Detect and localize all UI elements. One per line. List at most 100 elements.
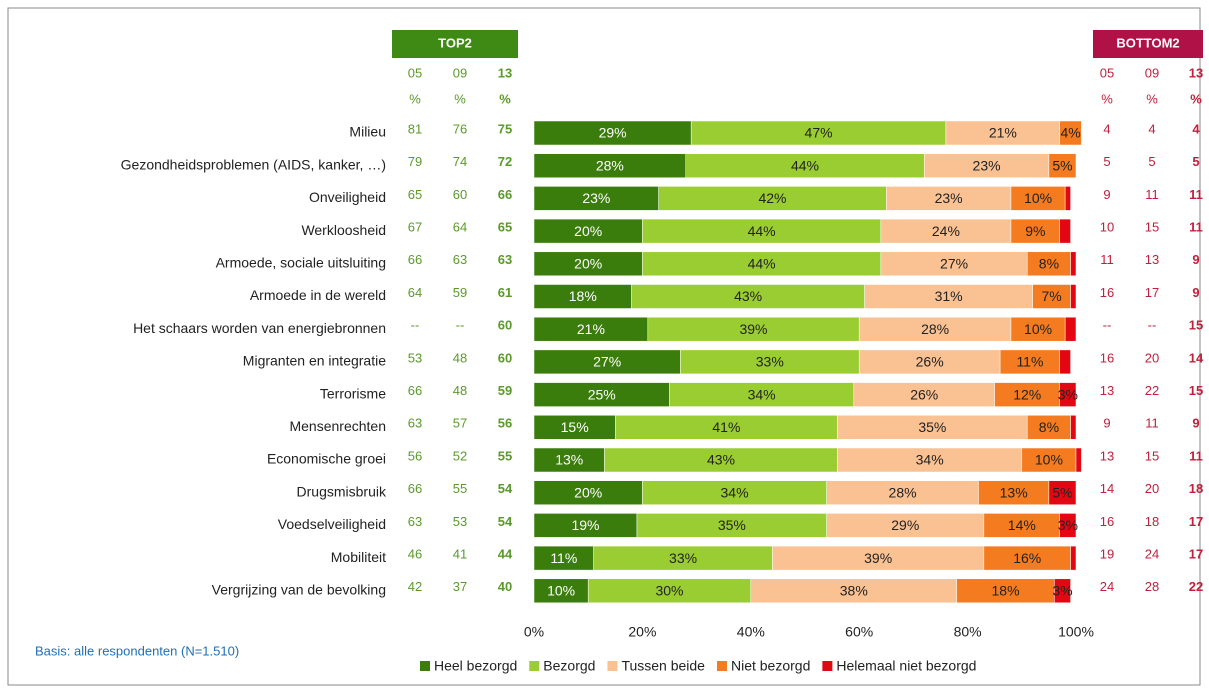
data-label: 30%	[655, 583, 683, 599]
table-cell: 5	[1148, 154, 1155, 169]
bar-segment	[1026, 415, 1071, 440]
bar-segment	[837, 415, 1028, 440]
table-cell: 4	[1148, 121, 1155, 136]
table-cell: 13	[1145, 252, 1159, 267]
year-header: 13	[498, 65, 512, 80]
table-cell: 11	[1189, 448, 1203, 463]
table-cell: 44	[498, 547, 513, 562]
table-cell: 40	[498, 579, 512, 594]
bar-segment	[956, 578, 1055, 604]
bar-segment	[1070, 284, 1077, 309]
table-cell: 64	[408, 285, 422, 300]
bar-segment	[647, 316, 860, 342]
table-cell: 65	[498, 220, 512, 235]
bar-segment	[999, 349, 1060, 375]
data-label: 35%	[718, 517, 746, 533]
bar-segment	[1064, 186, 1071, 211]
data-label: 21%	[989, 125, 1017, 141]
bar-segment	[533, 153, 687, 178]
bar-segment	[864, 284, 1033, 309]
table-cell: 11	[1189, 187, 1203, 202]
data-label: 29%	[599, 125, 627, 141]
category-label: Werkloosheid	[301, 222, 386, 238]
table-cell: --	[411, 318, 420, 333]
table-cell: 9	[1192, 416, 1199, 431]
data-label: 23%	[935, 190, 963, 206]
data-label: 16%	[1013, 550, 1041, 566]
table-cell: 20	[1145, 350, 1159, 365]
table-cell: 81	[408, 121, 422, 136]
data-label: 9%	[1025, 223, 1045, 239]
table-cell: 48	[453, 350, 467, 365]
category-label: Armoede, sociale uitsluiting	[216, 255, 386, 271]
table-cell: 72	[498, 154, 512, 169]
table-cell: 41	[453, 547, 467, 562]
category-label: Voedselveiligheid	[278, 516, 386, 532]
x-tick-label: 80%	[954, 624, 982, 640]
bar-segment	[680, 349, 860, 375]
table-cell: --	[1103, 318, 1112, 333]
data-label: 28%	[921, 321, 949, 337]
table-cell: 15	[1145, 448, 1159, 463]
data-label: 7%	[1041, 288, 1061, 304]
category-label: Armoede in de wereld	[250, 287, 386, 303]
category-label: Terrorisme	[320, 385, 386, 401]
table-cell: 74	[453, 154, 467, 169]
bar-segment	[533, 382, 670, 407]
table-cell: --	[456, 318, 465, 333]
x-tick-label: 60%	[845, 624, 873, 640]
table-cell: 4	[1103, 121, 1110, 136]
bar-segment	[1059, 382, 1077, 407]
table-cell: 56	[498, 416, 512, 431]
x-tick-label: 20%	[628, 624, 656, 640]
table-cell: 13	[1100, 383, 1114, 398]
bottom2-title: BOTTOM2	[1116, 35, 1179, 50]
table-cell: 66	[408, 252, 422, 267]
data-label: 28%	[596, 157, 624, 173]
table-cell: 59	[498, 383, 512, 398]
bar-segment	[1010, 316, 1066, 342]
data-label: 3%	[1052, 583, 1072, 599]
bar-segment	[533, 578, 589, 604]
table-cell: 54	[498, 481, 513, 496]
table-cell: 63	[498, 252, 512, 267]
bar-segment	[593, 545, 773, 571]
bar-segment	[1059, 218, 1071, 244]
data-label: 14%	[1008, 517, 1036, 533]
table-cell: 53	[453, 514, 467, 529]
bar-segment	[1070, 251, 1077, 277]
category-label: Onveiligheid	[309, 189, 386, 205]
data-label: 26%	[916, 354, 944, 370]
table-cell: 18	[1145, 514, 1159, 529]
table-cell: 61	[498, 285, 512, 300]
bar-segment	[945, 120, 1060, 146]
bar-segment	[604, 447, 838, 473]
bar-segment	[1021, 447, 1077, 473]
table-cell: 24	[1100, 579, 1114, 594]
table-cell: 17	[1145, 285, 1159, 300]
table-cell: 60	[498, 350, 512, 365]
legend-swatch	[822, 661, 833, 671]
table-cell: 57	[453, 416, 467, 431]
legend-label: Tussen beide	[621, 658, 705, 674]
data-label: 11%	[550, 550, 577, 566]
table-cell: 76	[453, 121, 467, 136]
data-label: 24%	[932, 223, 960, 239]
table-cell: 56	[408, 448, 422, 463]
table-cell: 66	[408, 383, 422, 398]
category-label: Vergrijzing van de bevolking	[212, 582, 386, 598]
category-label: Het schaars worden van energiebronnen	[133, 320, 386, 336]
bar-segment	[533, 284, 632, 309]
data-label: 28%	[889, 484, 917, 500]
table-cell: 10	[1100, 220, 1114, 235]
legend-swatch	[420, 661, 430, 671]
year-header: 05	[1100, 65, 1114, 80]
bar-segment	[858, 349, 1001, 375]
unit-header: %	[1101, 91, 1113, 106]
bar-segment	[658, 186, 887, 211]
data-label: 15%	[561, 419, 589, 435]
table-cell: 75	[498, 121, 512, 136]
table-cell: 16	[1100, 285, 1114, 300]
bar-segment	[858, 316, 1012, 342]
